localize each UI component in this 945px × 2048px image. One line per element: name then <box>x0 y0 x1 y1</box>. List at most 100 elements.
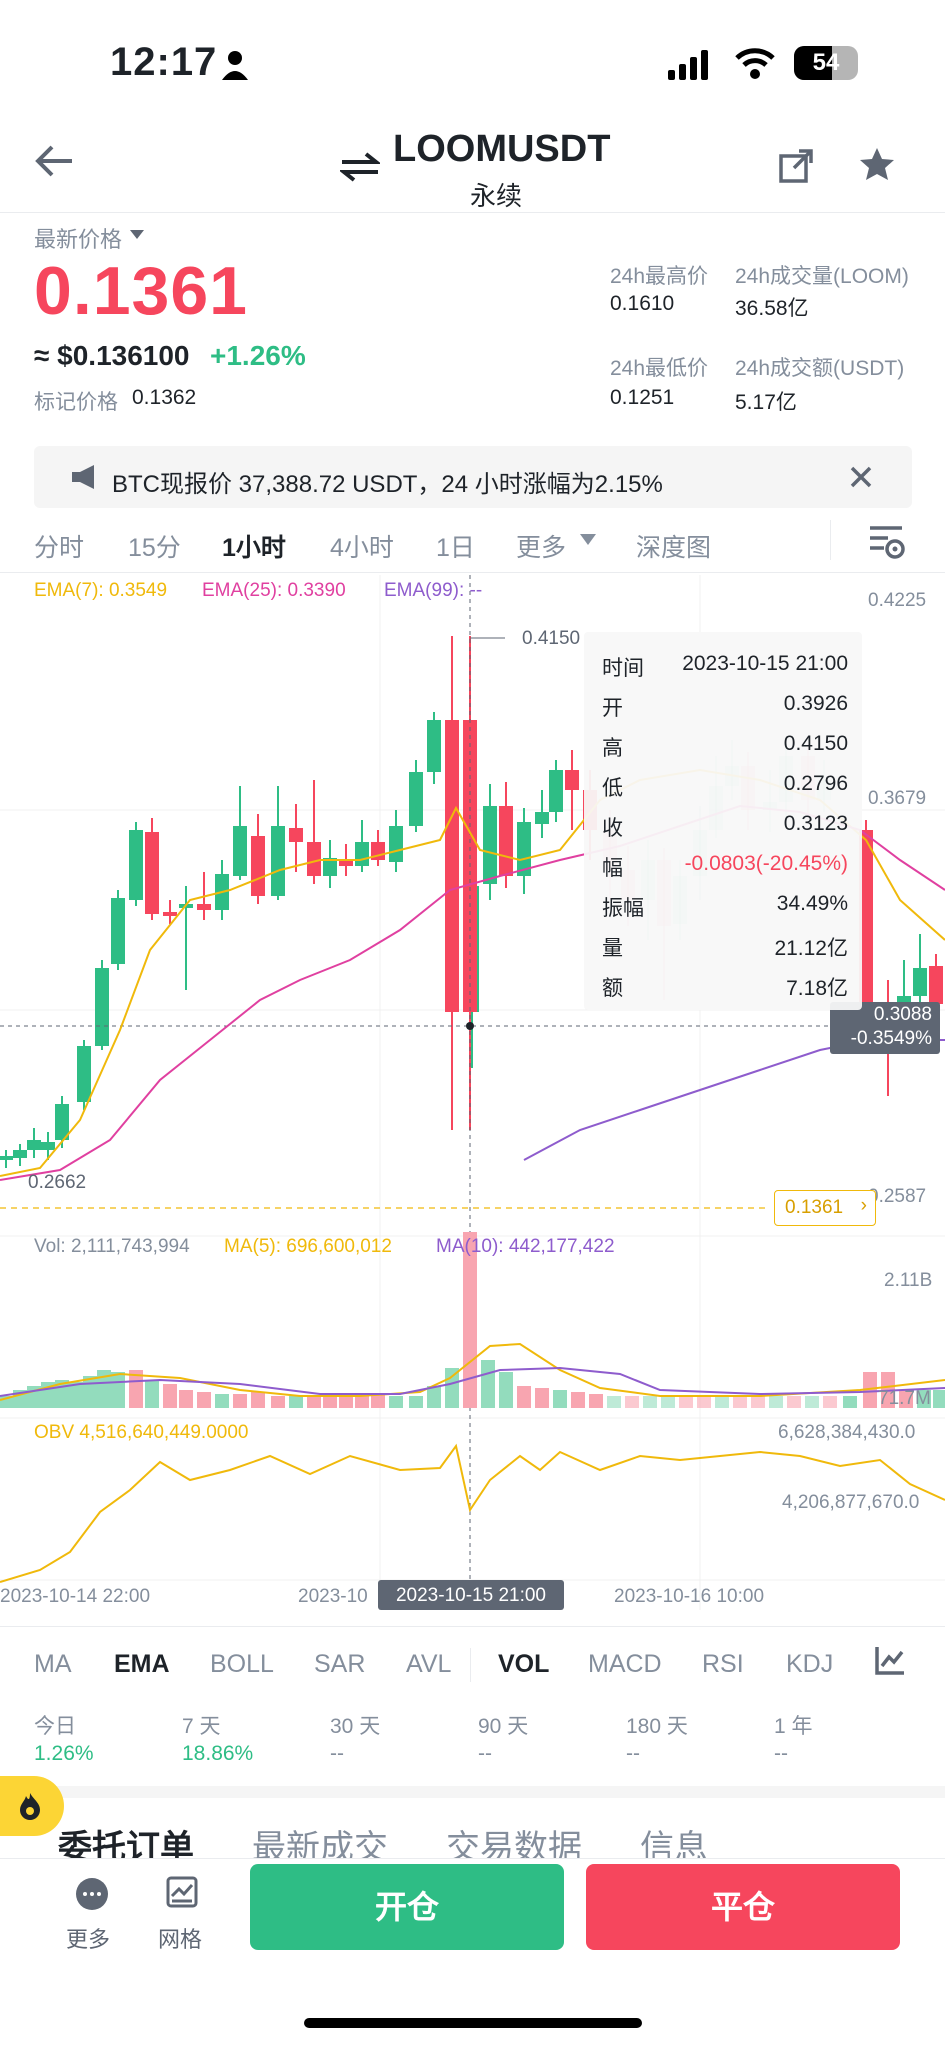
axis-price-mid: 0.3679 <box>868 788 927 809</box>
symbol-title[interactable]: LOOMUSDT <box>393 128 611 170</box>
perf-1y-label: 1 年 <box>774 1715 813 1738</box>
volume-bar <box>733 1396 747 1408</box>
tt-change: -0.0803(-20.45%) <box>684 852 848 875</box>
notice-text: BTC现报价 37,388.72 USDT，24 小时涨幅为2.15% <box>112 471 663 498</box>
chart-settings-icon[interactable] <box>868 524 906 560</box>
volume-bar <box>661 1396 675 1408</box>
crosshair-price-tag: 0.3088 -0.3549% <box>830 1002 940 1054</box>
tt-low: 0.2796 <box>783 772 848 795</box>
floating-badge[interactable] <box>0 1776 64 1836</box>
last-price-tag[interactable]: 0.1361 › <box>774 1190 876 1226</box>
swap-icon[interactable] <box>340 150 380 184</box>
candle-body <box>483 806 497 884</box>
volume-bar <box>787 1396 801 1408</box>
volume-bar <box>427 1386 441 1408</box>
ind-tab-sar[interactable]: SAR <box>314 1650 366 1678</box>
volume-bar <box>517 1386 531 1408</box>
candle-body <box>389 826 403 862</box>
candle-tooltip: 时间 2023-10-15 21:00 开 0.3926 高 0.4150 低 0.27… <box>584 632 862 1010</box>
volume-bar <box>251 1392 265 1408</box>
ind-tab-avl[interactable]: AVL <box>406 1650 452 1678</box>
volume-bar <box>899 1390 913 1408</box>
tt-high-label: 高 <box>602 737 623 760</box>
candle-body <box>77 1046 91 1102</box>
grid-label[interactable]: 网格 <box>158 1927 203 1952</box>
more-label[interactable]: 更多 <box>66 1927 111 1952</box>
ind-tab-kdj[interactable]: KDJ <box>786 1650 834 1678</box>
tt-volume-label: 量 <box>602 937 623 960</box>
volume-bar <box>571 1392 585 1408</box>
vol-usdt-value: 5.17亿 <box>735 391 797 414</box>
candle-body <box>445 720 459 1012</box>
volume-bar <box>553 1390 567 1408</box>
tt-volume: 21.12亿 <box>774 937 848 960</box>
close-icon[interactable] <box>850 466 872 488</box>
candle-body <box>197 904 211 910</box>
vol-usdt-label: 24h成交额(USDT) <box>735 357 905 380</box>
status-time: 12:17 <box>110 40 218 84</box>
close-position-button[interactable]: 平仓 <box>586 1864 900 1950</box>
share-icon[interactable] <box>778 148 814 184</box>
volume-bar <box>215 1394 229 1408</box>
candle-body <box>499 806 513 876</box>
notice-banner[interactable] <box>34 446 912 508</box>
ema7-legend: EMA(7): 0.3549 <box>34 580 168 601</box>
ind-tab-macd[interactable]: MACD <box>588 1650 662 1678</box>
more-caret-icon[interactable] <box>580 534 596 546</box>
tt-time: 2023-10-15 21:00 <box>682 652 848 675</box>
axis-price-high: 0.4225 <box>868 590 927 611</box>
change-percent: +1.26% <box>210 340 306 371</box>
tt-time-label: 时间 <box>602 657 644 680</box>
chevron-right-icon: › <box>860 1195 867 1216</box>
back-arrow-icon[interactable] <box>34 144 74 178</box>
volume-bar <box>863 1372 877 1408</box>
ind-tab-boll[interactable]: BOLL <box>210 1650 274 1678</box>
volume-bar <box>163 1384 177 1408</box>
tt-amplitude-label: 振幅 <box>602 897 644 920</box>
candle-body <box>565 770 579 790</box>
bottom-divider <box>0 1858 945 1859</box>
tab-4h[interactable]: 4小时 <box>330 534 394 562</box>
volume-bar <box>307 1396 321 1408</box>
ind-tab-vol[interactable]: VOL <box>498 1650 550 1678</box>
tab-line[interactable]: 分时 <box>34 534 85 562</box>
candle-body <box>427 720 441 772</box>
volume-bar <box>625 1396 639 1408</box>
chart-bottom-divider <box>0 1626 945 1627</box>
home-indicator <box>304 2018 642 2028</box>
tab-1d[interactable]: 1日 <box>436 534 475 562</box>
dropdown-caret-icon[interactable] <box>130 230 144 240</box>
contract-type: 永续 <box>470 181 523 211</box>
tab-1h[interactable]: 1小时 <box>222 534 286 562</box>
perf-today-value: 1.26% <box>34 1742 94 1765</box>
indicator-settings-icon[interactable] <box>874 1644 906 1676</box>
more-dots-icon[interactable] <box>76 1878 108 1910</box>
volume-bar <box>323 1396 337 1408</box>
perf-30d-value: -- <box>330 1742 344 1765</box>
ind-tab-ma[interactable]: MA <box>34 1650 72 1678</box>
volume-bar <box>271 1396 285 1408</box>
volume-bar <box>233 1394 247 1408</box>
perf-90d-value: -- <box>478 1742 492 1765</box>
favorite-star-icon[interactable] <box>858 146 896 182</box>
volume-bar <box>145 1380 159 1408</box>
tab-15m[interactable]: 15分 <box>128 534 181 562</box>
candle-body <box>55 1104 69 1140</box>
grid-trading-icon[interactable] <box>166 1876 198 1908</box>
usd-price: ≈ $0.136100 <box>34 340 190 371</box>
volume-bar <box>607 1396 621 1408</box>
volume-bar <box>535 1388 549 1408</box>
tt-open: 0.3926 <box>783 692 848 715</box>
ind-tabs-fade <box>850 1640 945 1690</box>
vol-loom-value: 36.58亿 <box>735 297 809 320</box>
tab-more[interactable]: 更多 <box>516 534 567 562</box>
ind-tab-ema[interactable]: EMA <box>114 1650 170 1678</box>
volume-bar <box>589 1394 603 1408</box>
candle-body <box>859 830 873 1016</box>
ind-tab-rsi[interactable]: RSI <box>702 1650 744 1678</box>
open-position-button[interactable]: 开仓 <box>250 1864 564 1950</box>
latest-price-label[interactable]: 最新价格 <box>34 227 123 252</box>
candle-body <box>549 770 563 812</box>
tab-depth[interactable]: 深度图 <box>636 534 712 562</box>
crosshair-date-tag: 2023-10-15 21:00 <box>378 1580 564 1610</box>
